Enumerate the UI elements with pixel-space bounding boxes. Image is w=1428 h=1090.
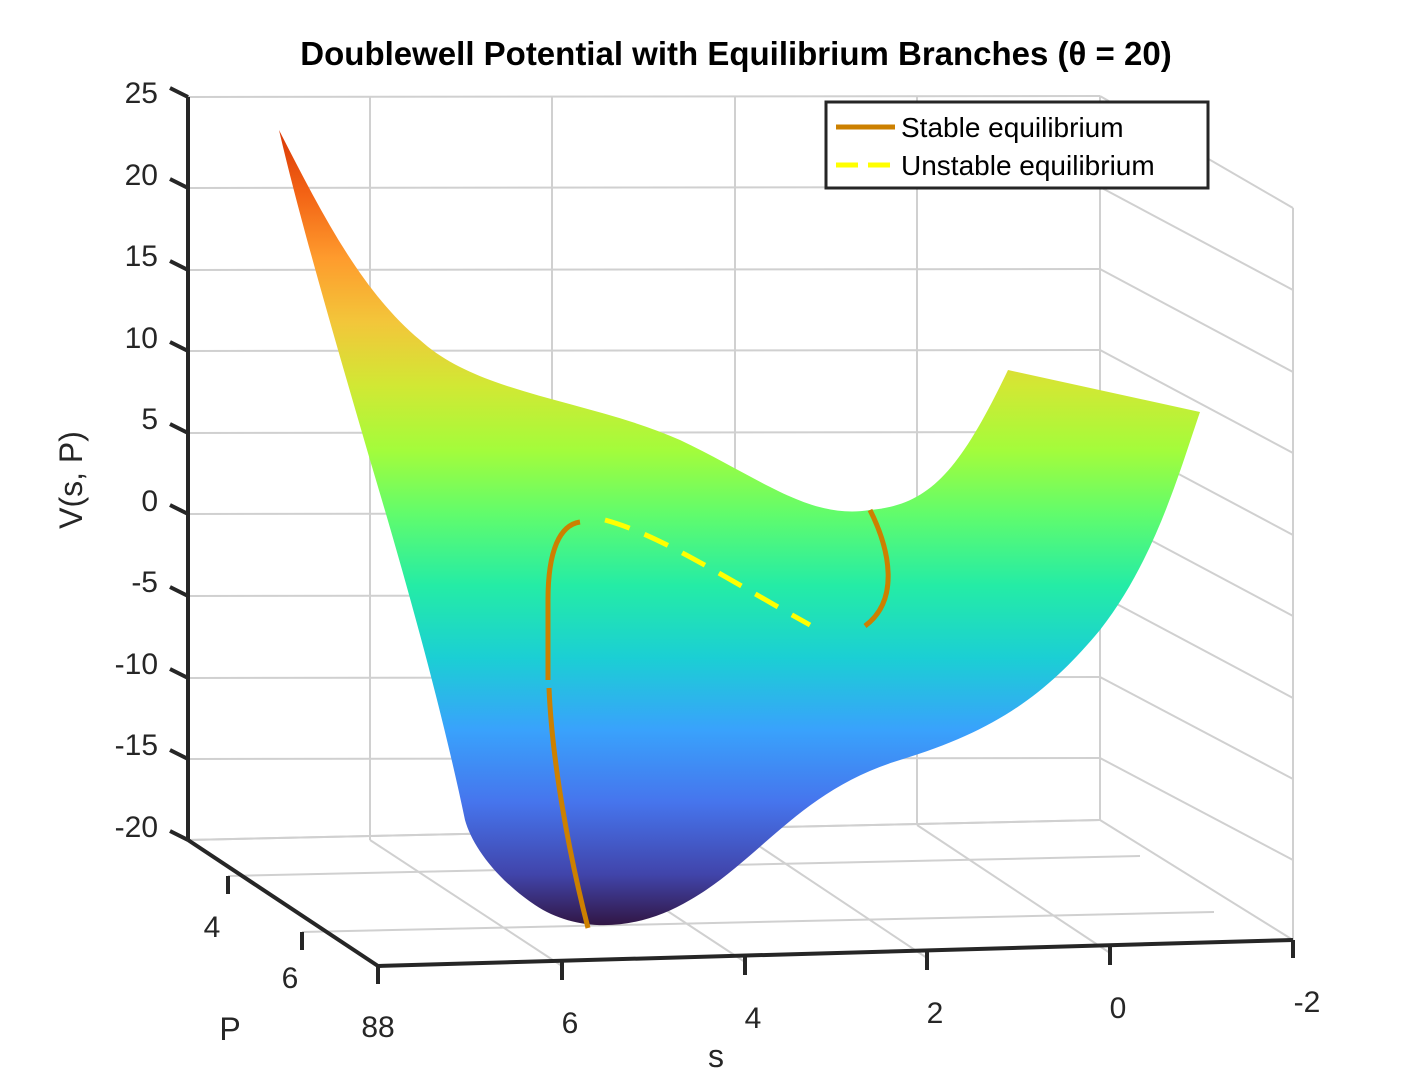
z-tick-label: 20 — [125, 159, 158, 192]
y-axis-label: P — [219, 1011, 240, 1047]
z-tick-labels: 25 20 15 10 5 0 -5 -10 -15 -20 — [115, 77, 158, 844]
z-tick-label: 0 — [141, 485, 158, 518]
z-axis — [169, 86, 190, 842]
z-tick-label: 5 — [141, 403, 158, 436]
x-tick-label: 0 — [1110, 992, 1127, 1025]
z-tick-label: -15 — [115, 729, 158, 762]
z-axis-label: V(s, P) — [53, 431, 89, 529]
x-tick-label: 6 — [562, 1007, 579, 1040]
y-axis — [186, 838, 380, 968]
legend-stable-label: Stable equilibrium — [901, 112, 1124, 143]
legend: Stable equilibrium Unstable equilibrium — [824, 100, 1210, 190]
z-tick-label: -5 — [131, 566, 158, 599]
y-tick-labels: 4 6 — [204, 911, 299, 995]
unstable-branch — [604, 517, 812, 628]
x-tick-label: 88 — [361, 1011, 394, 1044]
surface-plot — [279, 130, 1200, 929]
z-tick-label: 25 — [125, 77, 158, 110]
y-tick-label: 6 — [282, 962, 299, 995]
potential-surface — [279, 130, 1200, 926]
x-axis — [376, 938, 1295, 984]
stable-branch-lower — [546, 687, 591, 929]
stable-branch-right — [863, 508, 891, 629]
z-tick-label: 10 — [125, 322, 158, 355]
z-tick-label: -20 — [115, 811, 158, 844]
chart-title: Doublewell Potential with Equilibrium Br… — [300, 35, 1171, 72]
y-tick-label: 4 — [204, 911, 221, 944]
x-tick-label: -2 — [1294, 986, 1321, 1019]
legend-unstable-label: Unstable equilibrium — [901, 150, 1155, 181]
x-axis-label: s — [708, 1038, 724, 1074]
x-tick-labels: 88 6 4 2 0 -2 — [361, 986, 1320, 1044]
z-tick-label: -10 — [115, 648, 158, 681]
stable-branch-left — [545, 519, 581, 680]
x-tick-label: 4 — [745, 1002, 762, 1035]
z-tick-label: 15 — [125, 240, 158, 273]
x-tick-label: 2 — [927, 997, 944, 1030]
